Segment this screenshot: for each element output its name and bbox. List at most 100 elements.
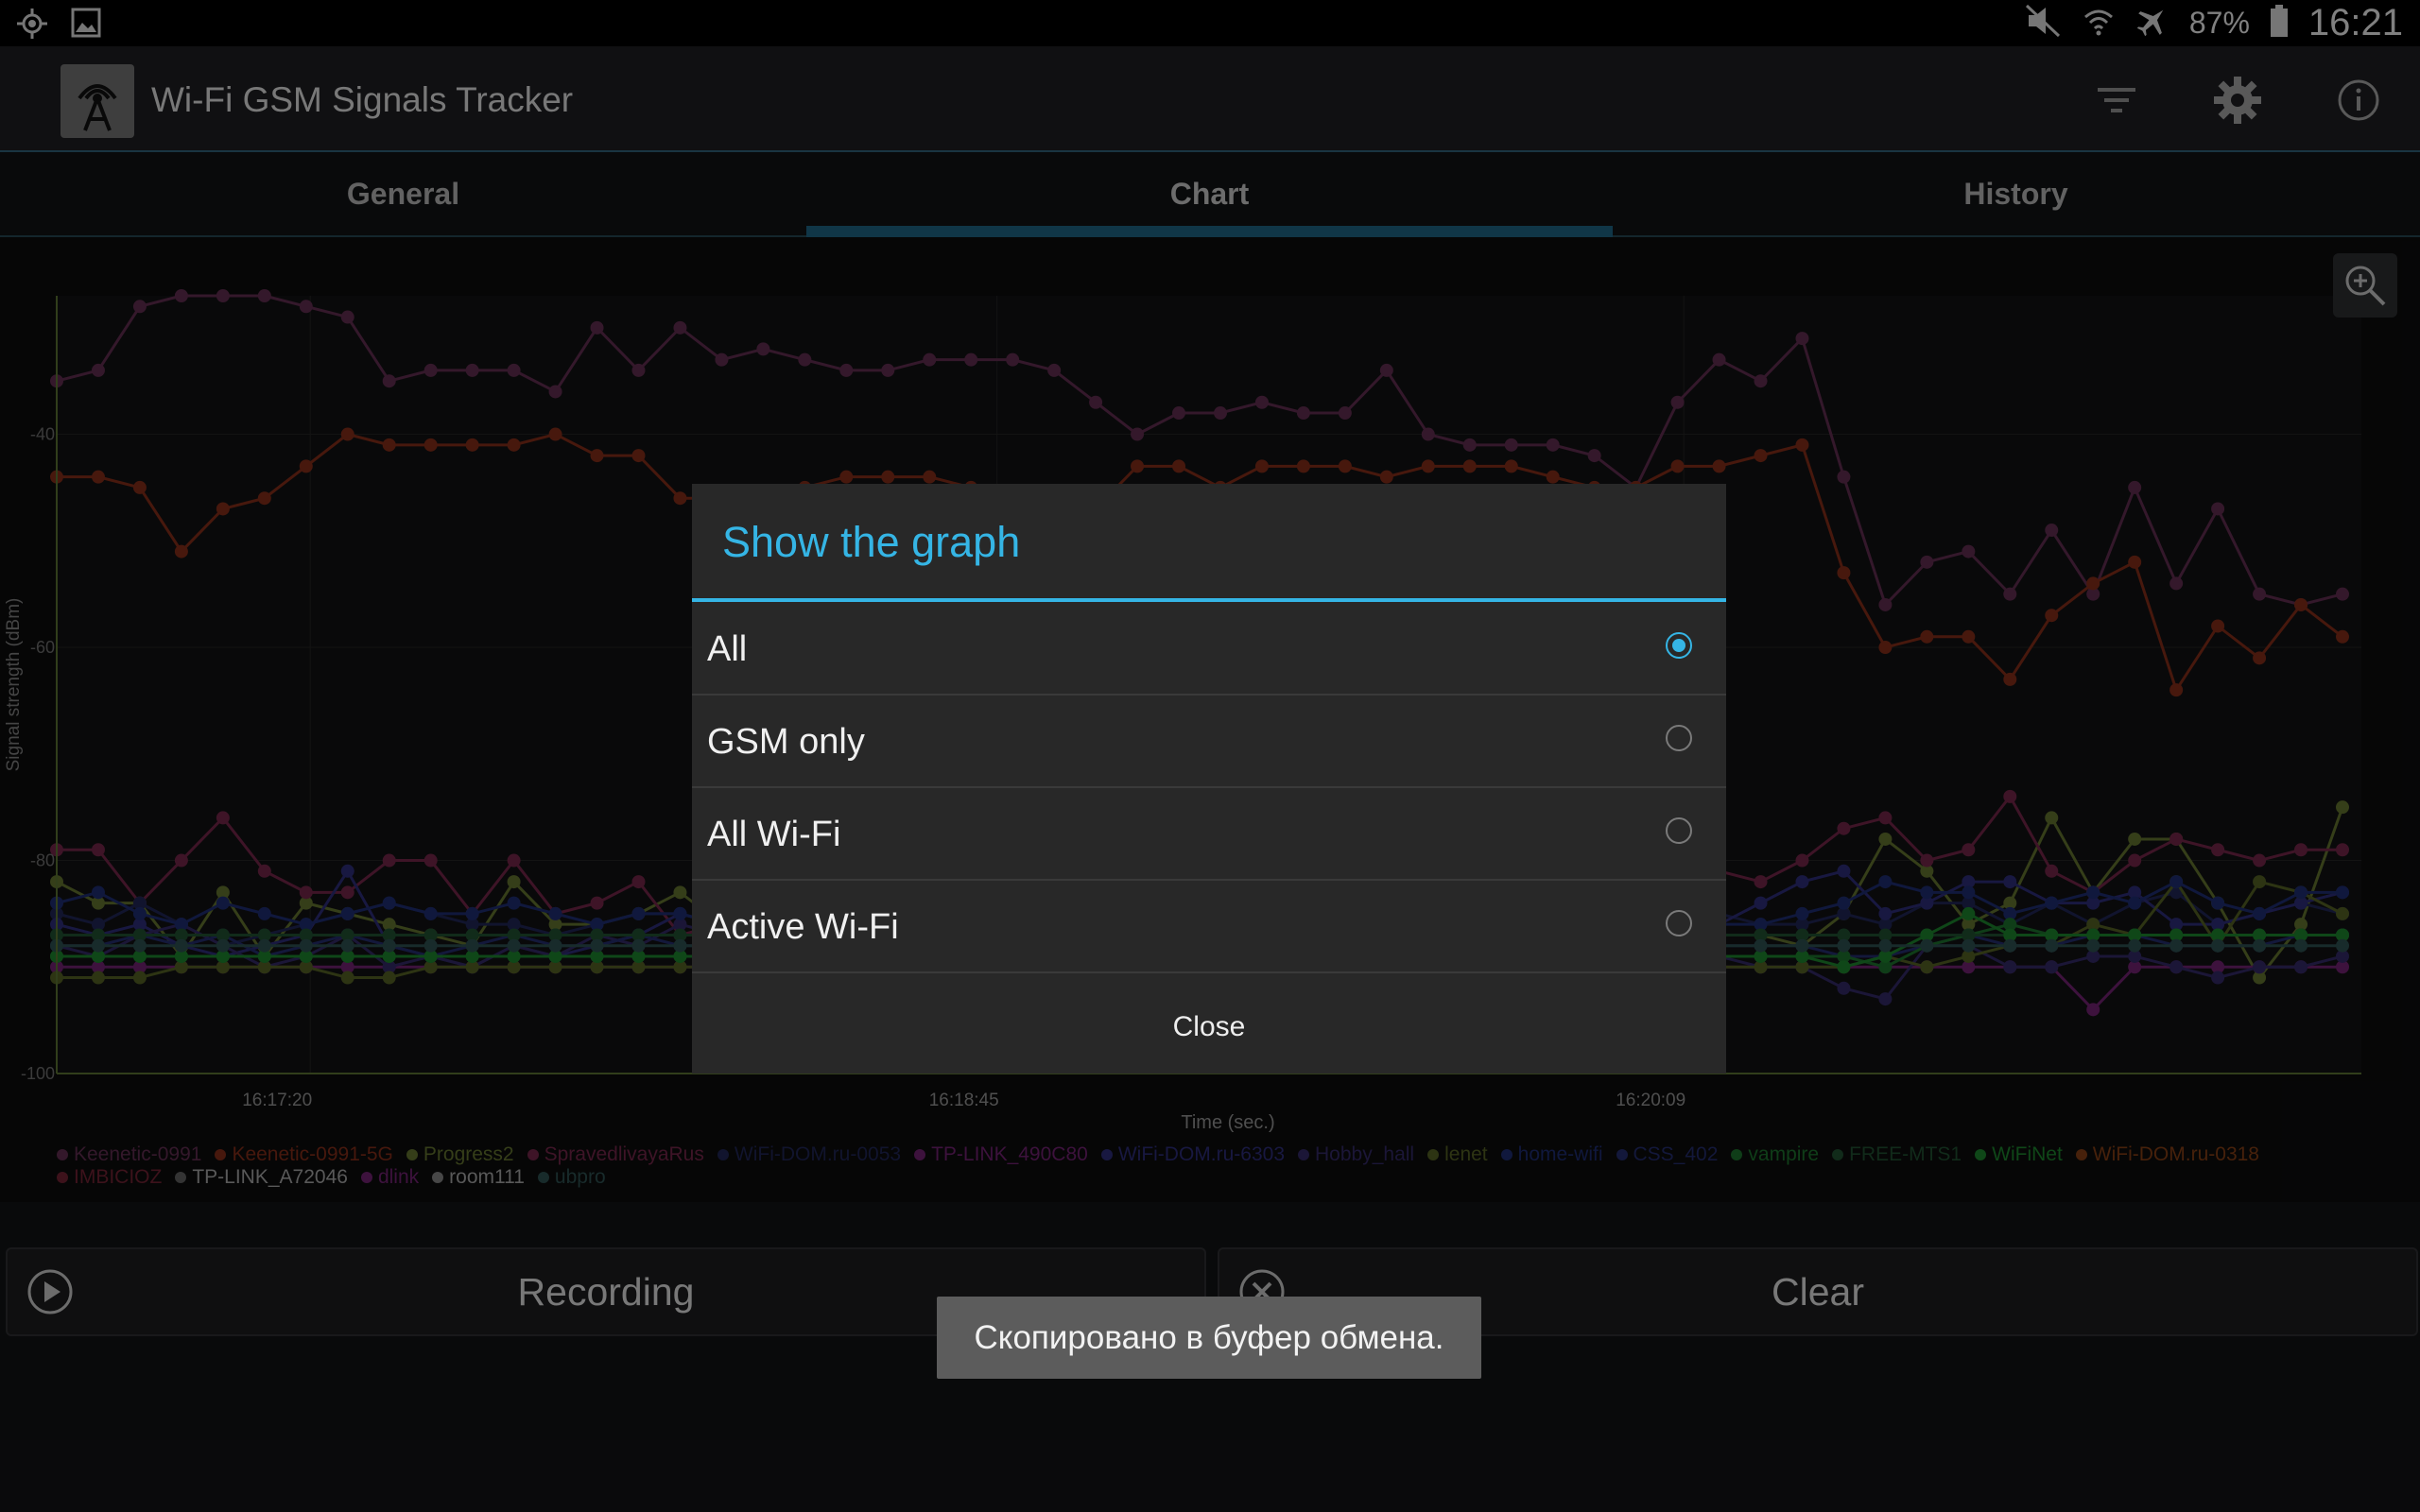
settings-button[interactable] <box>2204 67 2271 133</box>
data-point <box>2169 928 2184 942</box>
data-point <box>2045 928 2059 942</box>
data-point <box>382 918 396 932</box>
legend-swatch <box>717 1149 729 1161</box>
data-point <box>548 385 562 399</box>
legend-item: Keenetic-0991 <box>57 1143 201 1166</box>
data-point <box>216 949 230 963</box>
data-point <box>1837 949 1851 963</box>
data-point <box>2045 524 2059 538</box>
data-point <box>2169 576 2184 591</box>
data-point <box>1754 949 1768 963</box>
data-point <box>424 906 438 920</box>
data-point <box>673 938 687 953</box>
option-all[interactable]: All <box>692 602 1726 696</box>
data-point <box>1878 992 1893 1006</box>
data-point <box>2045 960 2059 974</box>
data-point <box>1837 928 1851 942</box>
data-point <box>2128 928 2142 942</box>
legend-label: SpravedlivayaRus <box>544 1143 704 1165</box>
legend-item: WiFi-DOM.ru-6303 <box>1100 1143 1285 1166</box>
y-axis-label: Signal strength (dBm) <box>4 598 24 772</box>
data-point <box>2294 928 2308 942</box>
tab-general[interactable]: General <box>0 152 806 235</box>
data-point <box>1962 629 1976 644</box>
data-point <box>132 300 147 314</box>
data-point <box>340 960 354 974</box>
legend-label: ubpro <box>554 1166 606 1188</box>
data-point <box>1213 406 1227 421</box>
data-point <box>465 928 479 942</box>
data-point <box>132 949 147 963</box>
data-point <box>2211 928 2225 942</box>
data-point <box>2128 938 2142 953</box>
legend-item: vampire <box>1731 1143 1819 1166</box>
data-point <box>424 853 438 868</box>
legend-swatch <box>2075 1149 2087 1161</box>
image-icon <box>70 7 102 45</box>
data-point <box>715 352 729 367</box>
close-label: Close <box>1172 1010 1246 1042</box>
data-point <box>424 960 438 974</box>
x-tick-label: 16:20:09 <box>1616 1091 1685 1110</box>
data-point <box>382 928 396 942</box>
data-point <box>631 949 646 963</box>
wifi-icon <box>2082 4 2116 43</box>
data-point <box>257 906 271 920</box>
tab-history[interactable]: History <box>1613 152 2419 235</box>
data-point <box>91 363 105 377</box>
info-button[interactable] <box>2325 67 2392 133</box>
radio-selected-icon[interactable] <box>1666 632 1692 659</box>
data-point <box>174 544 188 558</box>
legend-label: lenet <box>1444 1143 1488 1165</box>
data-point <box>2128 853 2142 868</box>
data-point <box>2003 672 2017 686</box>
data-point <box>2086 938 2100 953</box>
recording-label: Recording <box>517 1269 695 1314</box>
data-point <box>2253 651 2267 665</box>
option-active-wifi[interactable]: Active Wi-Fi <box>692 880 1726 973</box>
radio-unselected-icon[interactable] <box>1666 725 1692 751</box>
filter-button[interactable] <box>2083 67 2150 133</box>
close-button[interactable]: Close <box>692 980 1726 1074</box>
data-point <box>382 938 396 953</box>
data-point <box>507 960 521 974</box>
data-point <box>839 363 854 377</box>
data-point <box>1878 928 1893 942</box>
legend-swatch <box>914 1149 926 1161</box>
action-bar: Wi-Fi GSM Signals Tracker <box>0 46 2420 152</box>
tab-chart[interactable]: Chart <box>806 152 1613 237</box>
data-point <box>91 843 105 857</box>
data-point <box>2169 832 2184 846</box>
option-gsm-only[interactable]: GSM only <box>692 695 1726 788</box>
data-point <box>2211 918 2225 932</box>
airplane-icon <box>2135 3 2170 43</box>
radio-unselected-icon[interactable] <box>1666 817 1692 844</box>
data-point <box>91 896 105 910</box>
data-point <box>91 971 105 985</box>
option-all-wifi[interactable]: All Wi-Fi <box>692 787 1726 881</box>
data-point <box>673 918 687 932</box>
data-point <box>2294 938 2308 953</box>
radio-unselected-icon[interactable] <box>1666 910 1692 936</box>
data-point <box>2086 918 2100 932</box>
play-icon <box>25 1266 76 1327</box>
data-point <box>1962 544 1976 558</box>
data-point <box>2086 949 2100 963</box>
data-point <box>1837 566 1851 580</box>
data-point <box>548 906 562 920</box>
legend-item: TP-LINK_A72046 <box>175 1166 348 1189</box>
data-point <box>2003 875 2017 889</box>
data-point <box>174 960 188 974</box>
mute-icon <box>2025 4 2063 43</box>
zoom-button[interactable] <box>2333 253 2397 318</box>
data-point <box>1421 427 1435 441</box>
data-point <box>340 971 354 985</box>
data-point <box>424 949 438 963</box>
legend-item: WiFiNet <box>1975 1143 2063 1166</box>
legend-item: room111 <box>432 1166 525 1189</box>
data-point <box>590 949 604 963</box>
data-point <box>1131 427 1145 441</box>
data-point <box>382 438 396 452</box>
data-point <box>1795 438 1809 452</box>
data-point <box>1795 938 1809 953</box>
